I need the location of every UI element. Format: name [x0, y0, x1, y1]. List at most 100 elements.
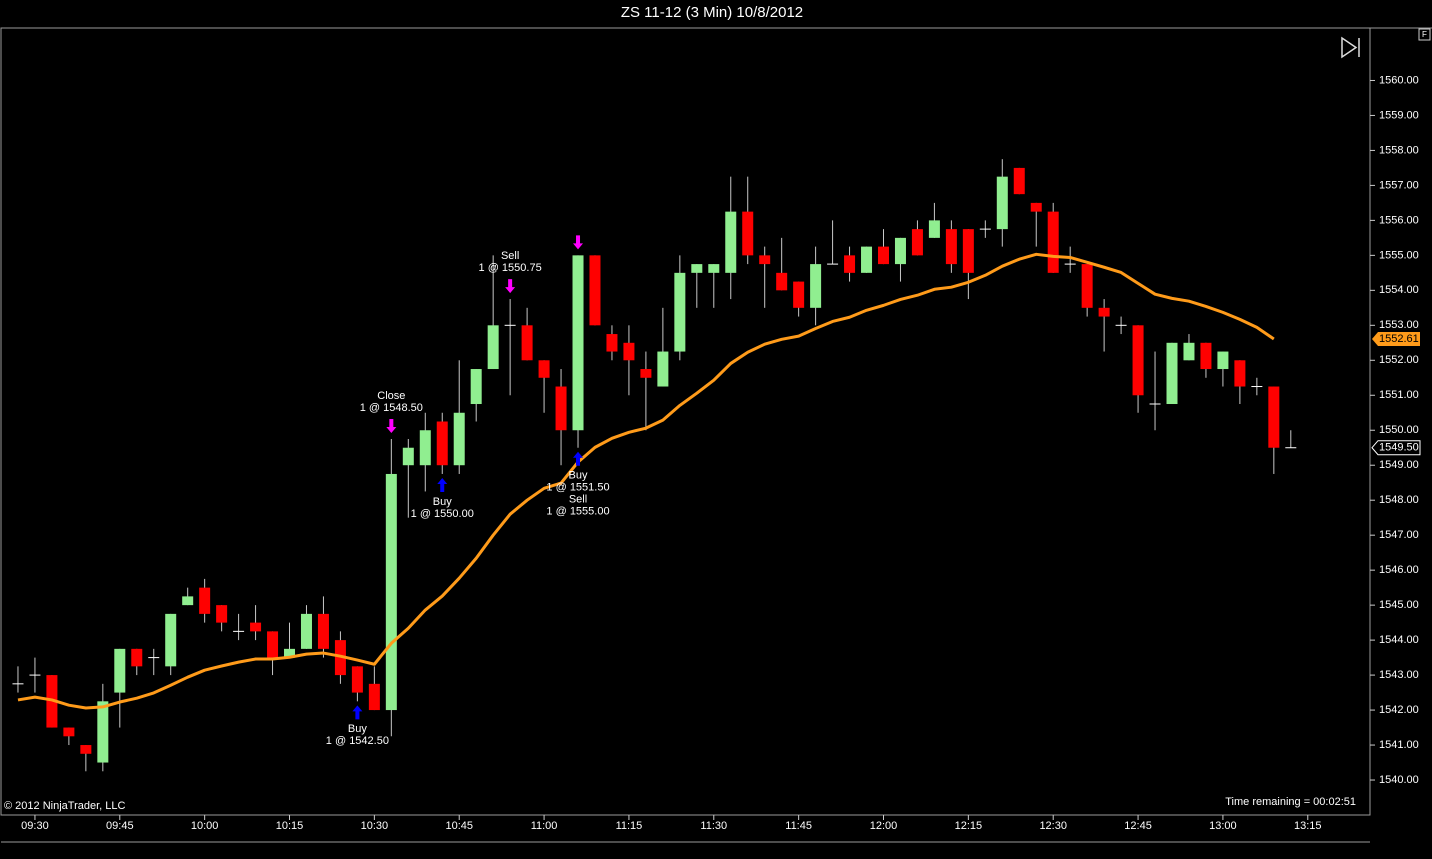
- y-tick-label: 1559.00: [1379, 109, 1419, 121]
- candle-body: [742, 211, 754, 256]
- candle-body: [894, 237, 906, 265]
- y-tick-label: 1556.00: [1379, 214, 1419, 226]
- y-tick-label: 1551.00: [1379, 389, 1419, 401]
- y-tick-label: 1550.00: [1379, 424, 1419, 436]
- x-tick-label: 13:00: [1209, 820, 1237, 832]
- trade-label: 1 @ 1542.50: [326, 735, 389, 747]
- sell-arrow: [573, 235, 584, 250]
- candle-body: [1013, 167, 1025, 195]
- candle-body: [877, 246, 889, 265]
- trade-label: 1 @ 1550.75: [479, 262, 542, 274]
- y-tick-label: 1544.00: [1379, 634, 1419, 646]
- x-tick-label: 13:15: [1294, 820, 1322, 832]
- x-tick-label: 11:30: [700, 820, 727, 832]
- candle-body: [63, 727, 75, 737]
- candle-body: [300, 613, 312, 649]
- x-tick-label: 12:00: [870, 820, 898, 832]
- y-tick-label: 1557.00: [1379, 179, 1419, 191]
- candle-body: [1217, 351, 1229, 370]
- candle-body: [572, 255, 584, 431]
- candle-body: [657, 351, 669, 387]
- trade-label: 1 @ 1548.50: [360, 402, 423, 414]
- y-tick-label: 1548.00: [1379, 494, 1419, 506]
- candle-body: [1047, 211, 1059, 273]
- trade-label: Sell: [501, 250, 519, 262]
- candle-body: [793, 281, 805, 308]
- buy-arrow: [573, 451, 584, 466]
- x-tick-label: 10:00: [191, 820, 219, 832]
- buy-arrow: [437, 477, 448, 492]
- candle-body: [538, 360, 550, 378]
- candle-body: [419, 430, 431, 466]
- f-button[interactable]: [1418, 28, 1431, 41]
- candle-body: [911, 229, 923, 256]
- y-tick-label: 1547.00: [1379, 529, 1419, 541]
- ma-price-box: [1372, 331, 1420, 346]
- y-tick-label: 1546.00: [1379, 564, 1419, 576]
- candle-body: [267, 631, 279, 658]
- chart-title: ZS 11-12 (3 Min) 10/8/2012: [621, 4, 803, 21]
- x-tick-label: 10:15: [276, 820, 304, 832]
- y-tick-label: 1541.00: [1379, 739, 1419, 751]
- candle-body: [945, 229, 957, 265]
- candle-body: [1166, 342, 1178, 405]
- candle-body: [165, 613, 177, 667]
- last-price-label: 1549.50: [1379, 442, 1419, 454]
- ma-price-label: 1552.61: [1379, 333, 1419, 345]
- buy-arrow: [352, 705, 363, 720]
- y-tick-label: 1549.00: [1379, 459, 1419, 471]
- candle-body: [844, 255, 856, 273]
- candle-body: [1081, 264, 1093, 308]
- candle-body: [453, 412, 465, 466]
- time-remaining: Time remaining = 00:02:51: [1225, 796, 1356, 808]
- candle-body: [810, 264, 822, 308]
- f-button-label[interactable]: F: [1422, 30, 1427, 39]
- candle-body: [691, 264, 703, 273]
- last-price-box: [1371, 440, 1421, 456]
- sell-arrow: [505, 279, 516, 294]
- candle-body: [776, 272, 788, 291]
- y-tick-label: 1543.00: [1379, 669, 1419, 681]
- trade-label: 1 @ 1550.00: [411, 508, 474, 520]
- trade-label: Buy: [569, 470, 588, 482]
- candle-body: [962, 229, 974, 273]
- candle-body: [470, 369, 482, 405]
- moving-average: [17, 252, 1275, 710]
- y-tick-label: 1560.00: [1379, 74, 1419, 86]
- candle-body: [114, 648, 126, 693]
- candle-body: [1132, 325, 1144, 396]
- trade-label: Buy: [348, 723, 367, 735]
- candle-body: [1098, 307, 1110, 317]
- candle-body: [674, 272, 686, 352]
- candle-body: [487, 325, 499, 370]
- candle-body: [640, 369, 652, 378]
- candle-body: [216, 605, 228, 623]
- play-button[interactable]: [1341, 36, 1360, 59]
- candle-body: [1030, 202, 1042, 212]
- trade-label: Close: [377, 390, 405, 402]
- candle-body: [402, 447, 414, 466]
- candle-body: [351, 666, 363, 693]
- y-tick-label: 1558.00: [1379, 144, 1419, 156]
- candle-body: [725, 211, 737, 273]
- y-tick-label: 1555.00: [1379, 249, 1419, 261]
- x-tick-label: 11:15: [616, 820, 643, 832]
- play-icon[interactable]: [1341, 36, 1358, 59]
- trade-label: 1 @ 1555.00: [546, 506, 609, 518]
- trade-label: Buy: [433, 496, 452, 508]
- trade-label: 1 @ 1551.50: [546, 482, 609, 494]
- candle-body: [97, 701, 109, 763]
- candle-body: [861, 246, 873, 273]
- x-tick-label: 12:30: [1039, 820, 1067, 832]
- x-tick-label: 11:00: [531, 820, 558, 832]
- y-tick-label: 1545.00: [1379, 599, 1419, 611]
- x-tick-label: 12:45: [1124, 820, 1152, 832]
- y-tick-label: 1552.00: [1379, 354, 1419, 366]
- candle-body: [623, 342, 635, 361]
- candle-body: [996, 176, 1008, 230]
- candle-body: [385, 473, 397, 711]
- x-tick-label: 09:30: [21, 820, 49, 832]
- candle-body: [317, 613, 329, 649]
- trade-label: Sell: [569, 494, 587, 506]
